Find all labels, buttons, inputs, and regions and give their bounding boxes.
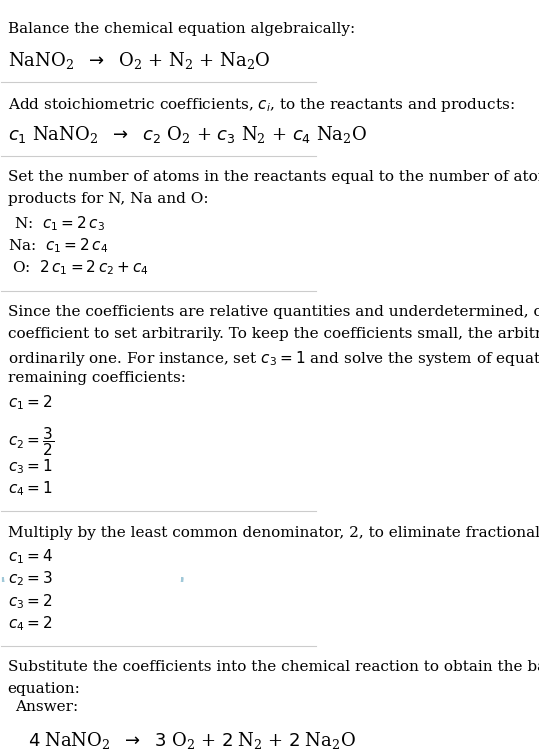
Text: Set the number of atoms in the reactants equal to the number of atoms in the: Set the number of atoms in the reactants… <box>8 171 539 184</box>
Text: $\mathregular{NaNO_2}$  $\rightarrow$  $\mathregular{O_2}$ + $\mathregular{N_2}$: $\mathregular{NaNO_2}$ $\rightarrow$ $\m… <box>8 50 270 71</box>
Text: $c_2 = \dfrac{3}{2}$: $c_2 = \dfrac{3}{2}$ <box>8 425 54 458</box>
Text: $c_4 = 1$: $c_4 = 1$ <box>8 479 52 498</box>
Text: $c_1 = 4$: $c_1 = 4$ <box>8 547 53 566</box>
Text: Balance the chemical equation algebraically:: Balance the chemical equation algebraica… <box>8 22 355 35</box>
Text: $c_1$ $\mathregular{NaNO_2}$  $\rightarrow$  $c_2$ $\mathregular{O_2}$ + $c_3$ $: $c_1$ $\mathregular{NaNO_2}$ $\rightarro… <box>8 124 367 145</box>
Text: $c_4 = 2$: $c_4 = 2$ <box>8 614 52 632</box>
Text: Since the coefficients are relative quantities and underdetermined, choose a: Since the coefficients are relative quan… <box>8 305 539 319</box>
Text: Substitute the coefficients into the chemical reaction to obtain the balanced: Substitute the coefficients into the che… <box>8 660 539 675</box>
Text: ordinarily one. For instance, set $c_3 = 1$ and solve the system of equations fo: ordinarily one. For instance, set $c_3 =… <box>8 349 539 368</box>
Text: $c_2 = 3$: $c_2 = 3$ <box>8 570 52 589</box>
Text: Na:  $c_1 = 2\,c_4$: Na: $c_1 = 2\,c_4$ <box>8 237 108 255</box>
Text: Answer:: Answer: <box>16 700 79 714</box>
Text: coefficient to set arbitrarily. To keep the coefficients small, the arbitrary va: coefficient to set arbitrarily. To keep … <box>8 327 539 341</box>
Text: equation:: equation: <box>8 682 80 696</box>
FancyBboxPatch shape <box>3 578 182 693</box>
Text: $c_3 = 2$: $c_3 = 2$ <box>8 592 52 611</box>
Text: Add stoichiometric coefficients, $c_i$, to the reactants and products:: Add stoichiometric coefficients, $c_i$, … <box>8 96 514 114</box>
Text: $4\;\mathregular{NaNO_2}$  $\rightarrow$  $3\;\mathregular{O_2}$ + $2\;\mathregu: $4\;\mathregular{NaNO_2}$ $\rightarrow$ … <box>28 730 356 751</box>
Text: O:  $2\,c_1 = 2\,c_2 + c_4$: O: $2\,c_1 = 2\,c_2 + c_4$ <box>12 259 149 277</box>
Text: products for N, Na and O:: products for N, Na and O: <box>8 193 208 206</box>
Text: N:  $c_1 = 2\,c_3$: N: $c_1 = 2\,c_3$ <box>14 214 105 233</box>
Text: Multiply by the least common denominator, 2, to eliminate fractional coefficient: Multiply by the least common denominator… <box>8 526 539 540</box>
Text: $c_3 = 1$: $c_3 = 1$ <box>8 457 52 476</box>
Text: remaining coefficients:: remaining coefficients: <box>8 371 185 385</box>
Text: $c_1 = 2$: $c_1 = 2$ <box>8 393 52 412</box>
